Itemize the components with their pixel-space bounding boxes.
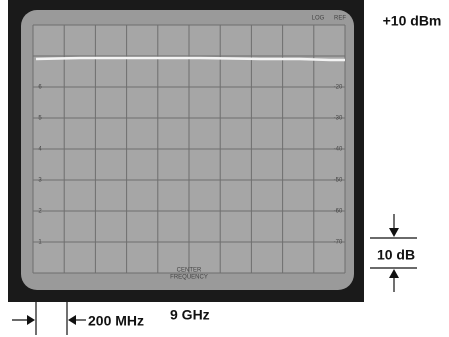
right-scale-label: -20 <box>334 85 343 91</box>
right-scale-label: -40 <box>334 147 343 153</box>
left-scale-label: 5 <box>38 116 42 122</box>
trace <box>35 56 345 62</box>
left-scale-label: 3 <box>38 178 42 184</box>
arrow-head <box>389 228 399 237</box>
center-label: 9 GHz <box>170 307 210 323</box>
graticule <box>32 24 346 274</box>
left-scale-label: 4 <box>38 147 42 153</box>
vertical-scale: 10 dB <box>377 247 415 263</box>
left-scale-label: 6 <box>38 85 42 91</box>
top-label: LOG <box>312 16 325 22</box>
right-scale-label: -60 <box>334 209 343 215</box>
right-scale-label: -70 <box>334 240 343 246</box>
arrow-head <box>27 315 35 325</box>
left-scale-label: 2 <box>38 209 42 215</box>
span-label: 200 MHz <box>88 313 144 329</box>
right-scale-label: -30 <box>334 116 343 122</box>
bottom-label: CENTER <box>177 268 202 274</box>
bottom-label: FREQUENCY <box>170 275 208 281</box>
right-scale-label: -50 <box>334 178 343 184</box>
top-label: REF <box>334 16 346 22</box>
arrow-head <box>68 315 76 325</box>
arrow-head <box>389 269 399 278</box>
reference-level: +10 dBm <box>383 13 442 29</box>
left-scale-label: 1 <box>38 240 42 246</box>
